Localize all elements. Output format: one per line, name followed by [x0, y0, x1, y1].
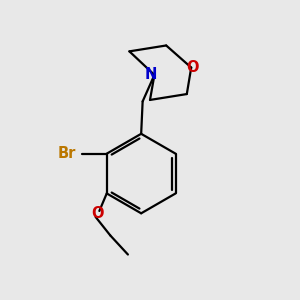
- Text: O: O: [186, 60, 199, 75]
- Text: Br: Br: [58, 146, 76, 161]
- Text: O: O: [91, 206, 103, 221]
- Text: N: N: [145, 68, 157, 82]
